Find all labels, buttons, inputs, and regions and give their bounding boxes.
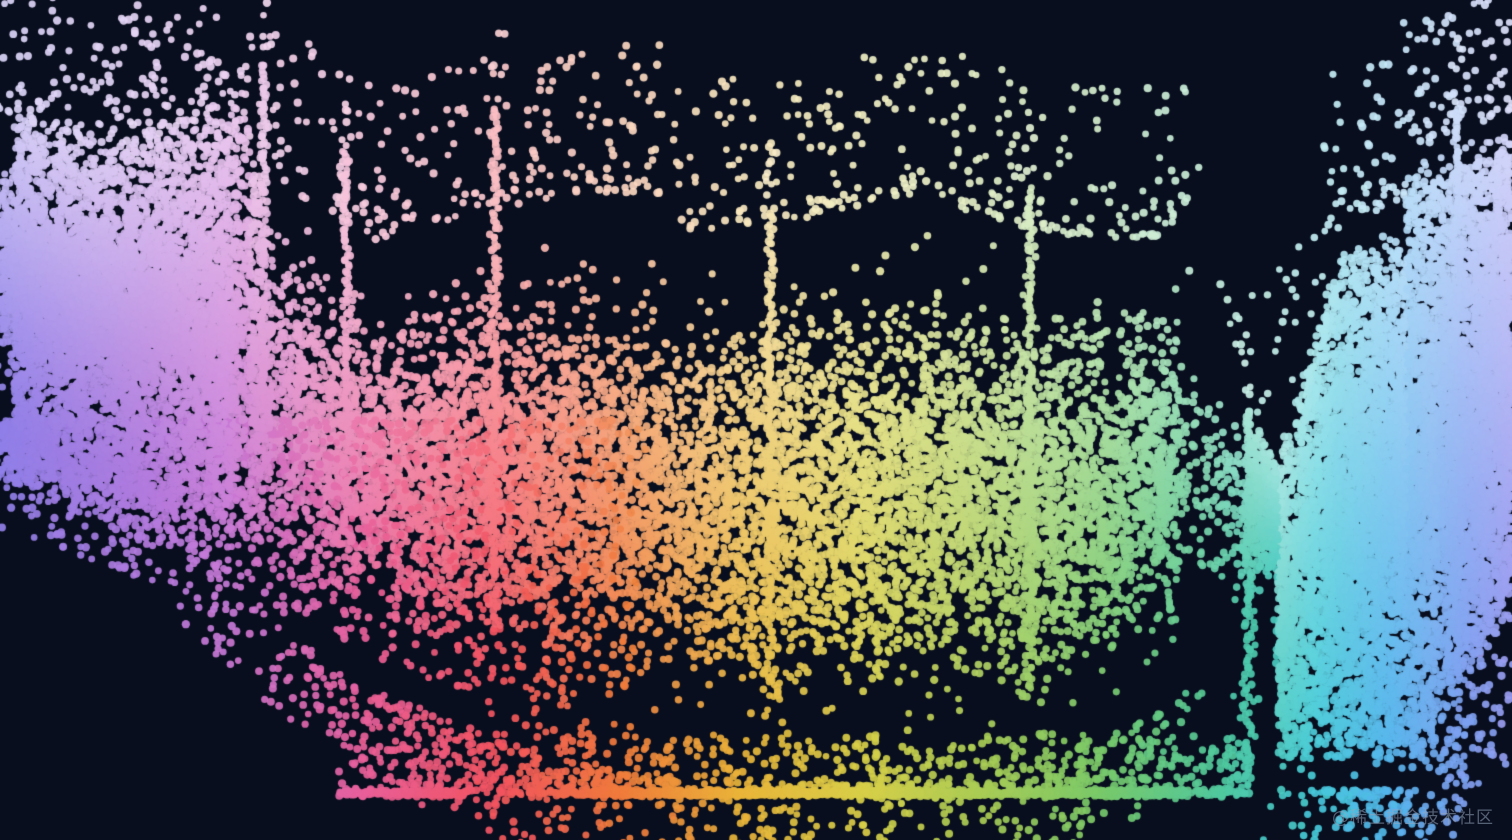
scatter-plot-figure: @稀土掘金技术社区 — [0, 0, 1512, 840]
scatter-plot-canvas — [0, 0, 1512, 840]
